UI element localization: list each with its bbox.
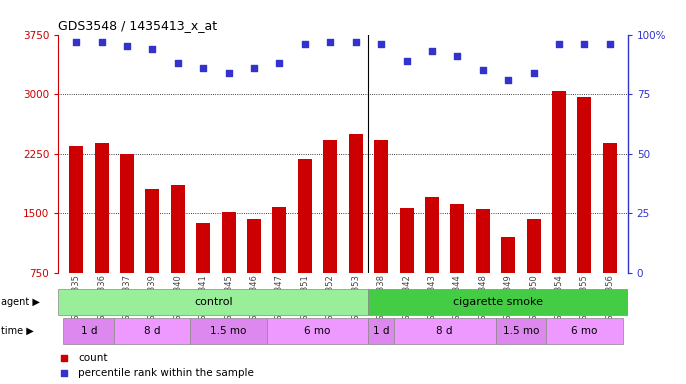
Text: count: count [78, 353, 108, 363]
Text: time ▶: time ▶ [1, 326, 34, 336]
Bar [495, 318, 546, 344]
Text: cigarette smoke: cigarette smoke [453, 297, 543, 308]
Bar [451, 204, 464, 273]
Bar [348, 134, 363, 273]
Point [452, 53, 463, 59]
Text: 1.5 mo: 1.5 mo [503, 326, 539, 336]
Bar [501, 237, 515, 273]
Bar [425, 197, 439, 273]
Point [554, 41, 565, 47]
Bar [527, 220, 541, 273]
Bar [267, 318, 368, 344]
Point [376, 41, 387, 47]
Point [172, 60, 183, 66]
Bar [603, 143, 617, 273]
Bar [58, 290, 368, 315]
Point [58, 370, 69, 376]
Bar [272, 207, 287, 273]
Point [427, 48, 438, 54]
Bar [399, 208, 414, 273]
Point [248, 65, 259, 71]
Bar [191, 318, 267, 344]
Bar [222, 212, 235, 273]
Bar [368, 318, 394, 344]
Text: 1 d: 1 d [373, 326, 390, 336]
Point [198, 65, 209, 71]
Bar [374, 140, 388, 273]
Text: 8 d: 8 d [144, 326, 161, 336]
Point [579, 41, 590, 47]
Bar [394, 318, 495, 344]
Bar [552, 91, 566, 273]
Bar [63, 318, 115, 344]
Bar [95, 143, 108, 273]
Text: GDS3548 / 1435413_x_at: GDS3548 / 1435413_x_at [58, 19, 217, 32]
Bar [115, 318, 191, 344]
Bar [368, 290, 628, 315]
Text: 6 mo: 6 mo [305, 326, 331, 336]
Point [58, 355, 69, 361]
Text: 1.5 mo: 1.5 mo [211, 326, 247, 336]
Point [223, 70, 234, 76]
Point [528, 70, 539, 76]
Text: 8 d: 8 d [436, 326, 453, 336]
Point [477, 67, 488, 73]
Point [324, 39, 335, 45]
Point [503, 77, 514, 83]
Point [604, 41, 615, 47]
Point [401, 58, 412, 64]
Text: 6 mo: 6 mo [571, 326, 598, 336]
Bar [578, 97, 591, 273]
Text: 1 d: 1 d [80, 326, 97, 336]
Bar [171, 185, 185, 273]
Point [96, 39, 107, 45]
Bar [476, 209, 490, 273]
Bar [298, 159, 312, 273]
Point [71, 39, 82, 45]
Bar [247, 220, 261, 273]
Point [274, 60, 285, 66]
Bar [323, 140, 338, 273]
Bar [145, 189, 159, 273]
Point [351, 39, 362, 45]
Bar [196, 223, 210, 273]
Text: agent ▶: agent ▶ [1, 297, 40, 308]
Point [147, 46, 158, 52]
Bar [120, 154, 134, 273]
Point [299, 41, 310, 47]
Text: control: control [194, 297, 233, 308]
Text: percentile rank within the sample: percentile rank within the sample [78, 368, 254, 378]
Bar [69, 146, 83, 273]
Bar [546, 318, 623, 344]
Point [121, 43, 132, 50]
